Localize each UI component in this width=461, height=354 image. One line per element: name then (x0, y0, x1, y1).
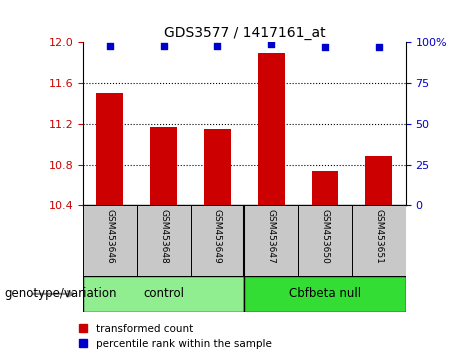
Bar (83, 276, 244, 312)
Text: GSM453646: GSM453646 (106, 209, 114, 264)
Text: GSM453650: GSM453650 (320, 209, 330, 264)
Point (214, 43, 221, 48)
Point (375, 45, 383, 50)
Text: genotype/variation: genotype/variation (5, 287, 117, 300)
Bar (96, 93, 123, 205)
Point (160, 43, 167, 48)
Bar (244, 205, 298, 276)
Bar (244, 276, 406, 312)
Bar (83, 205, 137, 276)
Bar (365, 156, 392, 205)
Bar (190, 205, 244, 276)
Bar (298, 205, 352, 276)
Text: control: control (143, 287, 184, 300)
Bar (352, 205, 406, 276)
Point (106, 43, 113, 48)
Bar (312, 171, 338, 205)
Bar (150, 127, 177, 205)
Point (321, 45, 329, 50)
Title: GDS3577 / 1417161_at: GDS3577 / 1417161_at (164, 26, 325, 40)
Bar (137, 205, 190, 276)
Text: GSM453649: GSM453649 (213, 209, 222, 264)
Text: GSM453647: GSM453647 (267, 209, 276, 264)
Text: GSM453648: GSM453648 (159, 209, 168, 264)
Legend: transformed count, percentile rank within the sample: transformed count, percentile rank withi… (79, 324, 272, 349)
Bar (258, 53, 284, 205)
Point (267, 41, 275, 47)
Text: GSM453651: GSM453651 (374, 209, 383, 264)
Bar (204, 129, 231, 205)
Text: Cbfbeta null: Cbfbeta null (289, 287, 361, 300)
